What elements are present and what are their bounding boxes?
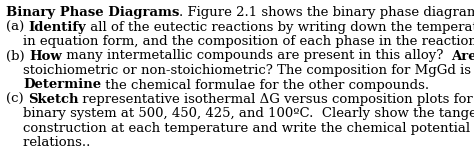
Text: Determine: Determine [23,79,101,91]
Text: construction at each temperature and write the chemical potential equilibrium: construction at each temperature and wri… [6,122,474,135]
Text: (a): (a) [6,21,28,33]
Text: (b): (b) [6,49,29,63]
Text: (c): (c) [6,93,28,106]
Text: relations..: relations.. [6,137,91,149]
Text: Binary Phase Diagrams: Binary Phase Diagrams [6,6,179,19]
Text: the chemical formulae for the other compounds.: the chemical formulae for the other comp… [101,79,429,91]
Text: all of the eutectic reactions by writing down the temperature, the reaction: all of the eutectic reactions by writing… [86,21,474,33]
Text: . Figure 2.1 shows the binary phase diagram for Mg-Ga.: . Figure 2.1 shows the binary phase diag… [179,6,474,19]
Text: many intermetallic compounds are present in this alloy?: many intermetallic compounds are present… [62,49,452,63]
Text: Identify: Identify [28,21,86,33]
Text: Sketch: Sketch [28,93,78,106]
Text: representative isothermal ΔG versus composition plots for the Mg-Ga: representative isothermal ΔG versus comp… [78,93,474,106]
Text: in equation form, and the composition of each phase in the reaction.: in equation form, and the composition of… [6,35,474,48]
Text: stoichiometric or non-stoichiometric? The composition for MgGd is shown.: stoichiometric or non-stoichiometric? Th… [6,64,474,77]
Text: binary system at 500, 450, 425, and 100ºC.  Clearly show the tangent line: binary system at 500, 450, 425, and 100º… [6,107,474,121]
Text: How: How [29,49,62,63]
Text: Are: Are [452,49,474,63]
